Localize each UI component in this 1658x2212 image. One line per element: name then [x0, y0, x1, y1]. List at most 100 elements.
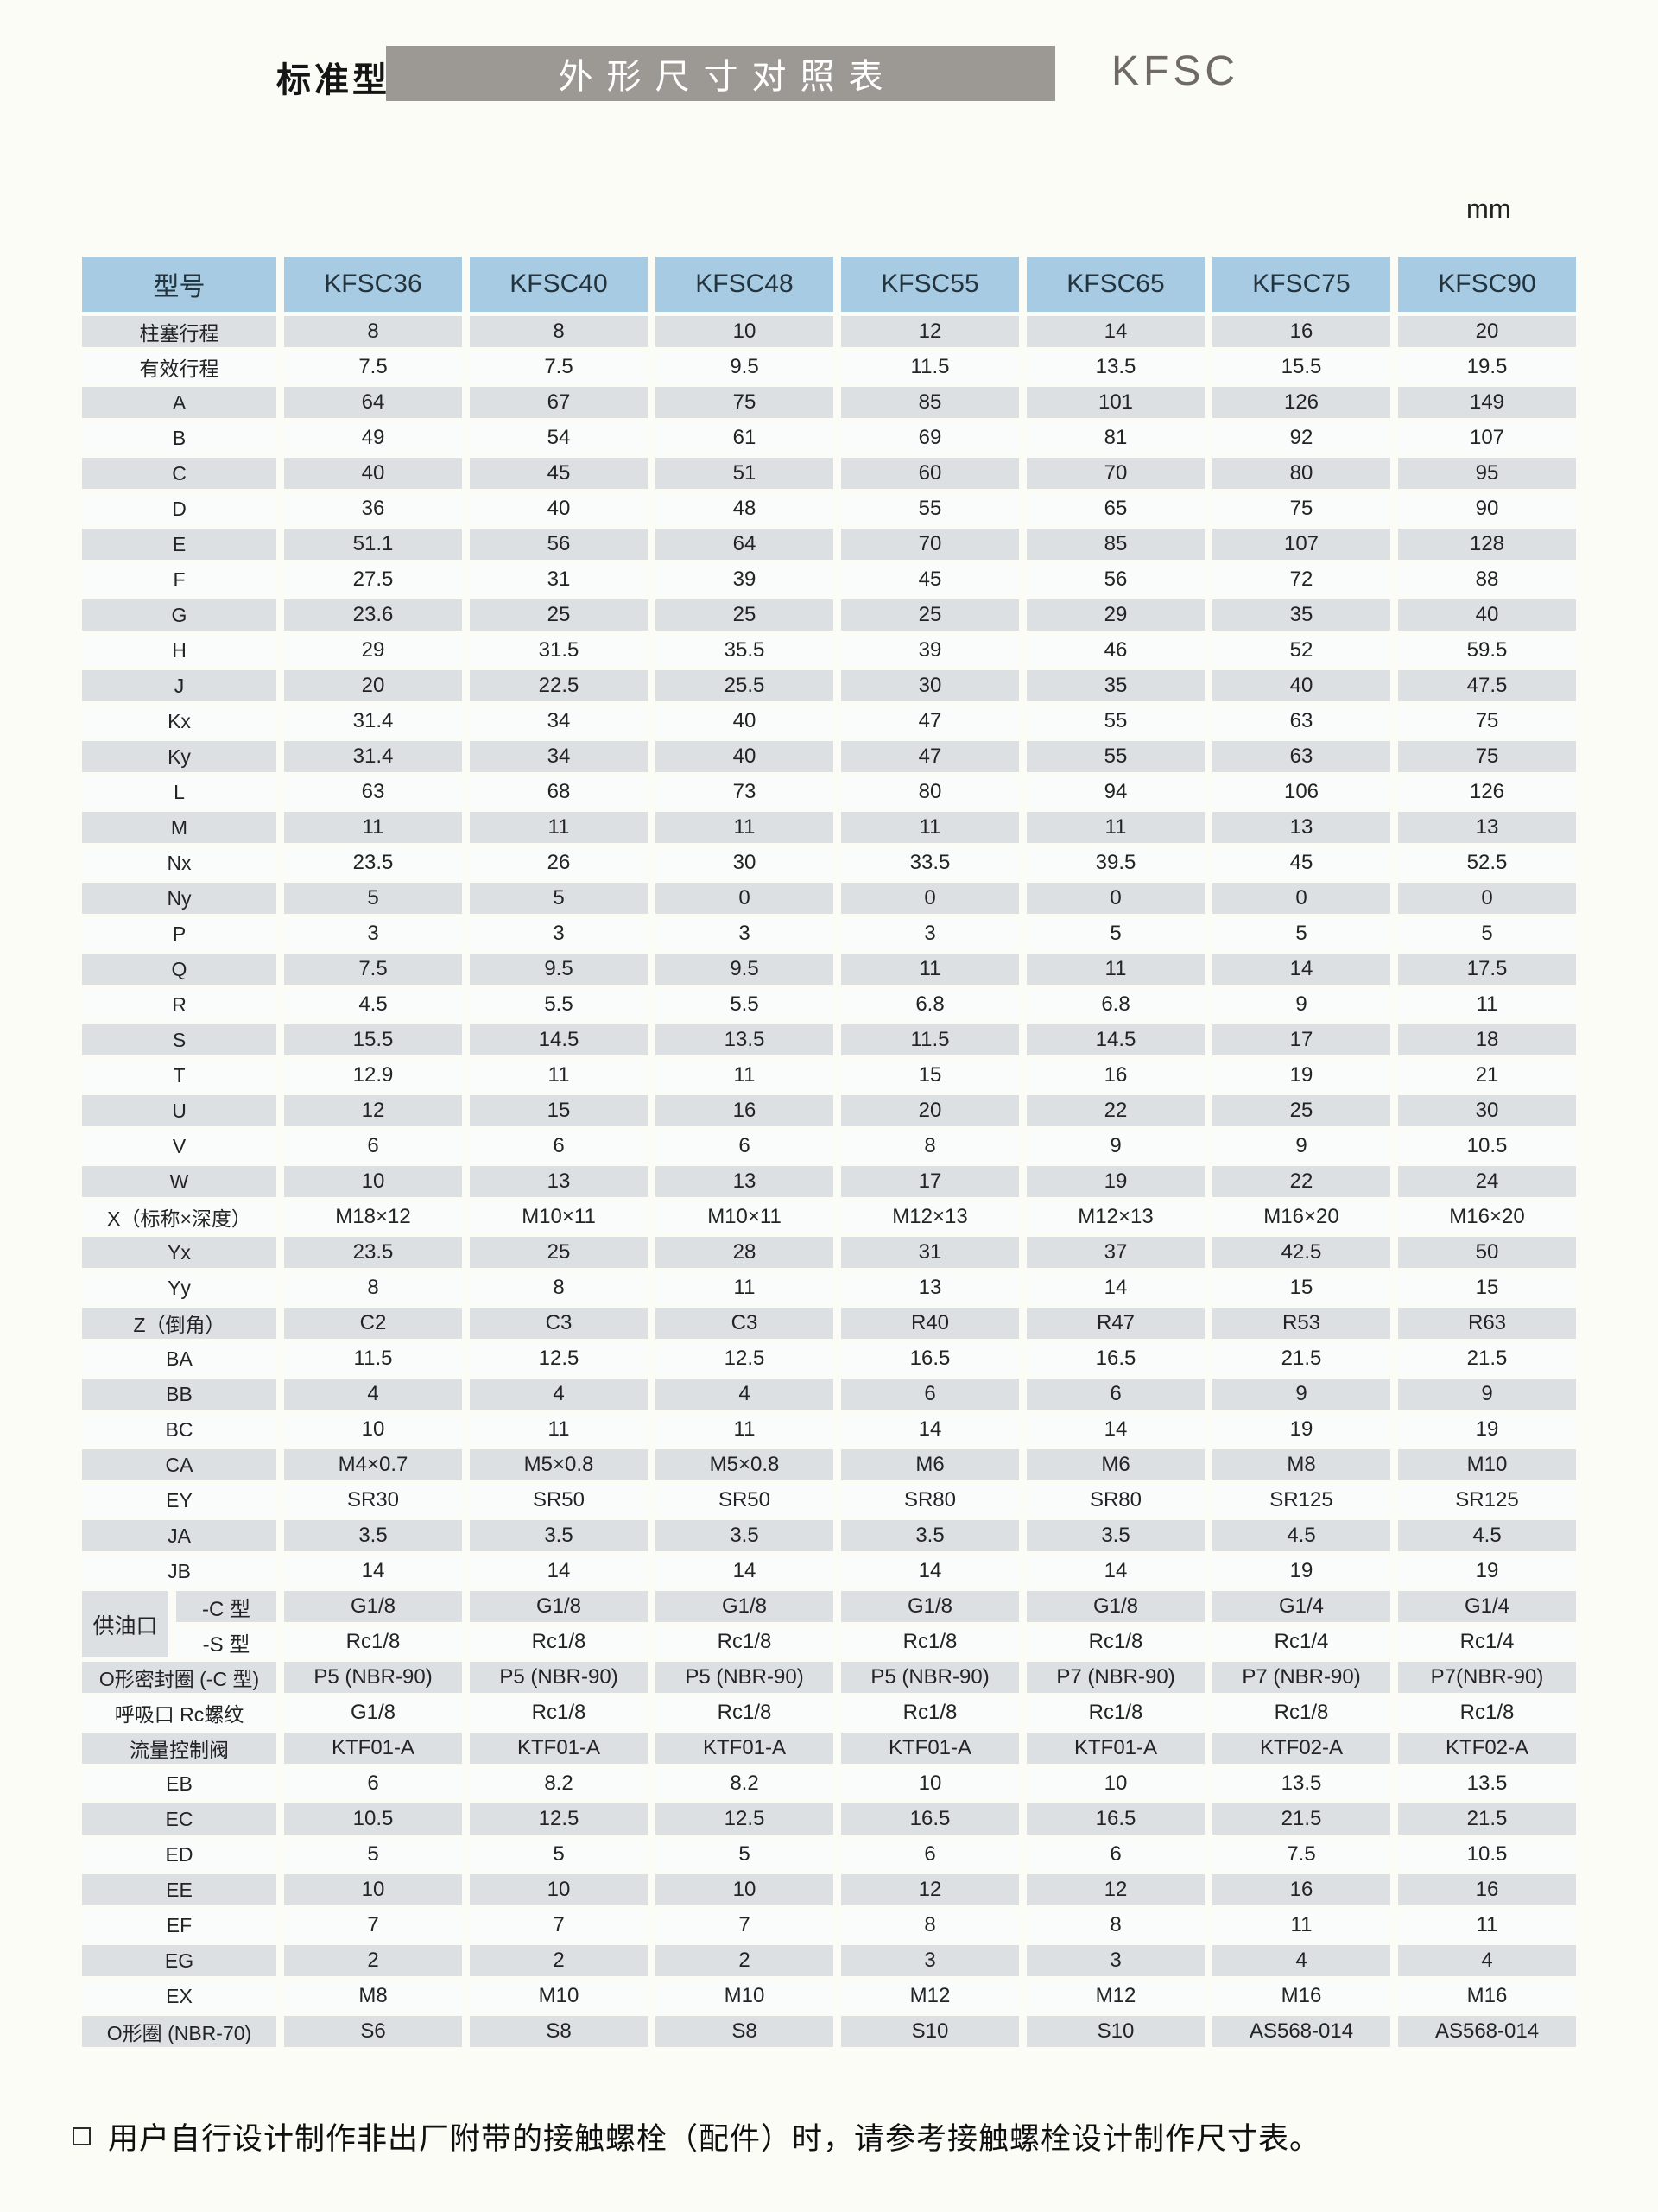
cell-value: 12.5	[655, 1803, 833, 1835]
cell-value: 24	[1398, 1166, 1576, 1197]
cell-value: 3.5	[1027, 1520, 1205, 1551]
cell-value: 101	[1027, 387, 1205, 418]
cell-value: 26	[470, 847, 648, 878]
col-header-model: 型号	[82, 257, 276, 312]
cell-value: C2	[284, 1308, 462, 1339]
cell-value: 10	[655, 1874, 833, 1905]
cell-value: 6	[470, 1131, 648, 1162]
row-label: ED	[82, 1839, 276, 1870]
cell-value: 59.5	[1398, 635, 1576, 666]
cell-value: SR30	[284, 1485, 462, 1516]
footnote-text: 用户自行设计制作非出厂附带的接触螺栓（配件）时，请参考接触螺栓设计制作尺寸表。	[108, 2122, 1321, 2156]
table-row: CA M4×0.7 M5×0.8 M5×0.8 M6 M6 M8 M10	[82, 1449, 1576, 1480]
table-row: EC 10.5 12.5 12.5 16.5 16.5 21.5 21.5	[82, 1803, 1576, 1835]
row-sub-label: -C 型	[176, 1591, 276, 1622]
row-label: EC	[82, 1803, 276, 1835]
cell-value: 8	[841, 1131, 1019, 1162]
cell-value: P5 (NBR-90)	[841, 1662, 1019, 1693]
row-label: J	[82, 670, 276, 701]
cell-value: 60	[841, 458, 1019, 489]
cell-value: 7	[284, 1910, 462, 1941]
cell-value: 3	[284, 918, 462, 949]
cell-value: M6	[1027, 1449, 1205, 1480]
cell-value: KTF01-A	[1027, 1733, 1205, 1764]
row-label: EE	[82, 1874, 276, 1905]
cell-value: 14	[1027, 1556, 1205, 1587]
cell-value: 23.6	[284, 599, 462, 631]
cell-value: 14	[655, 1556, 833, 1587]
table-row: 供油口 -C 型 G1/8 G1/8 G1/8 G1/8 G1/8 G1/4 G1/4	[82, 1591, 1576, 1657]
table-row: ED 5 5 5 6 6 7.5 10.5	[82, 1839, 1576, 1870]
cell-value: 35.5	[655, 635, 833, 666]
table-row: EX M8 M10 M10 M12 M12 M16 M16	[82, 1981, 1576, 2012]
row-label: E	[82, 529, 276, 560]
cell-value: 5	[470, 1839, 648, 1870]
cell-value: C3	[470, 1308, 648, 1339]
cell-value: 0	[841, 883, 1019, 914]
cell-value: 92	[1212, 422, 1390, 453]
cell-value: 106	[1212, 776, 1390, 808]
cell-value: 8.2	[470, 1768, 648, 1799]
cell-value: 14	[1027, 1414, 1205, 1445]
cell-value: S10	[1027, 2016, 1205, 2047]
cell-value: 19	[1398, 1556, 1576, 1587]
row-label: Kx	[82, 706, 276, 737]
cell-value: 0	[1212, 883, 1390, 914]
row-label: Z（倒角）	[82, 1308, 276, 1339]
cell-value: 10	[1027, 1768, 1205, 1799]
cell-value: 85	[1027, 529, 1205, 560]
cell-value: 8	[284, 1272, 462, 1303]
cell-value: 4.5	[284, 989, 462, 1020]
cell-value: 11	[1212, 1910, 1390, 1941]
cell-value: 25	[1212, 1095, 1390, 1126]
row-label: CA	[82, 1449, 276, 1480]
cell-value: P5 (NBR-90)	[284, 1662, 462, 1693]
cell-value: SR80	[1027, 1485, 1205, 1516]
cell-value: Rc1/4	[1212, 1626, 1390, 1657]
cell-value: 63	[1212, 741, 1390, 772]
cell-value: 2	[470, 1945, 648, 1976]
cell-value: 61	[655, 422, 833, 453]
cell-value: 3.5	[284, 1520, 462, 1551]
row-label: JA	[82, 1520, 276, 1551]
cell-value: 13.5	[655, 1024, 833, 1055]
cell-value: 13.5	[1212, 1768, 1390, 1799]
cell-value: 25	[655, 599, 833, 631]
cell-value: 67	[470, 387, 648, 418]
cell-value: Rc1/8	[1027, 1697, 1205, 1728]
cell-value: P5 (NBR-90)	[655, 1662, 833, 1693]
row-label: H	[82, 635, 276, 666]
col-header: KFSC36	[284, 257, 462, 312]
table-row: X（标称×深度） M18×12 M10×11 M10×11 M12×13 M12×13 M1…	[82, 1201, 1576, 1233]
cell-value: 16	[1027, 1060, 1205, 1091]
cell-value: M16×20	[1398, 1201, 1576, 1233]
table-row: O形圈 (NBR-70) S6 S8 S8 S10 S10 AS568-014 AS568-0…	[82, 2016, 1576, 2047]
cell-value: 149	[1398, 387, 1576, 418]
cell-value: 47	[841, 706, 1019, 737]
cell-value: 34	[470, 741, 648, 772]
cell-value: 55	[841, 493, 1019, 524]
cell-value: 9	[1212, 989, 1390, 1020]
cell-value: 20	[284, 670, 462, 701]
col-header: KFSC40	[470, 257, 648, 312]
cell-value: 40	[284, 458, 462, 489]
cell-value: 8	[470, 316, 648, 347]
cell-value: 31.4	[284, 706, 462, 737]
cell-value: 13.5	[1027, 352, 1205, 383]
cell-value: 3	[470, 918, 648, 949]
cell-value: SR50	[655, 1485, 833, 1516]
cell-value: 10.5	[1398, 1839, 1576, 1870]
table-row: Yx 23.5 25 28 31 37 42.5 50	[82, 1237, 1576, 1268]
table-row: EG 2 2 2 3 3 4 4	[82, 1945, 1576, 1976]
cell-value: 15.5	[284, 1024, 462, 1055]
table-row: Z（倒角） C2 C3 C3 R40 R47 R53 R63	[82, 1308, 1576, 1339]
cell-value: 8.2	[655, 1768, 833, 1799]
row-label: F	[82, 564, 276, 595]
cell-value: 28	[655, 1237, 833, 1268]
cell-value: 39	[841, 635, 1019, 666]
cell-value: 12.5	[470, 1803, 648, 1835]
cell-value: 3.5	[841, 1520, 1019, 1551]
cell-value: 55	[1027, 706, 1205, 737]
cell-value: 21.5	[1398, 1343, 1576, 1374]
